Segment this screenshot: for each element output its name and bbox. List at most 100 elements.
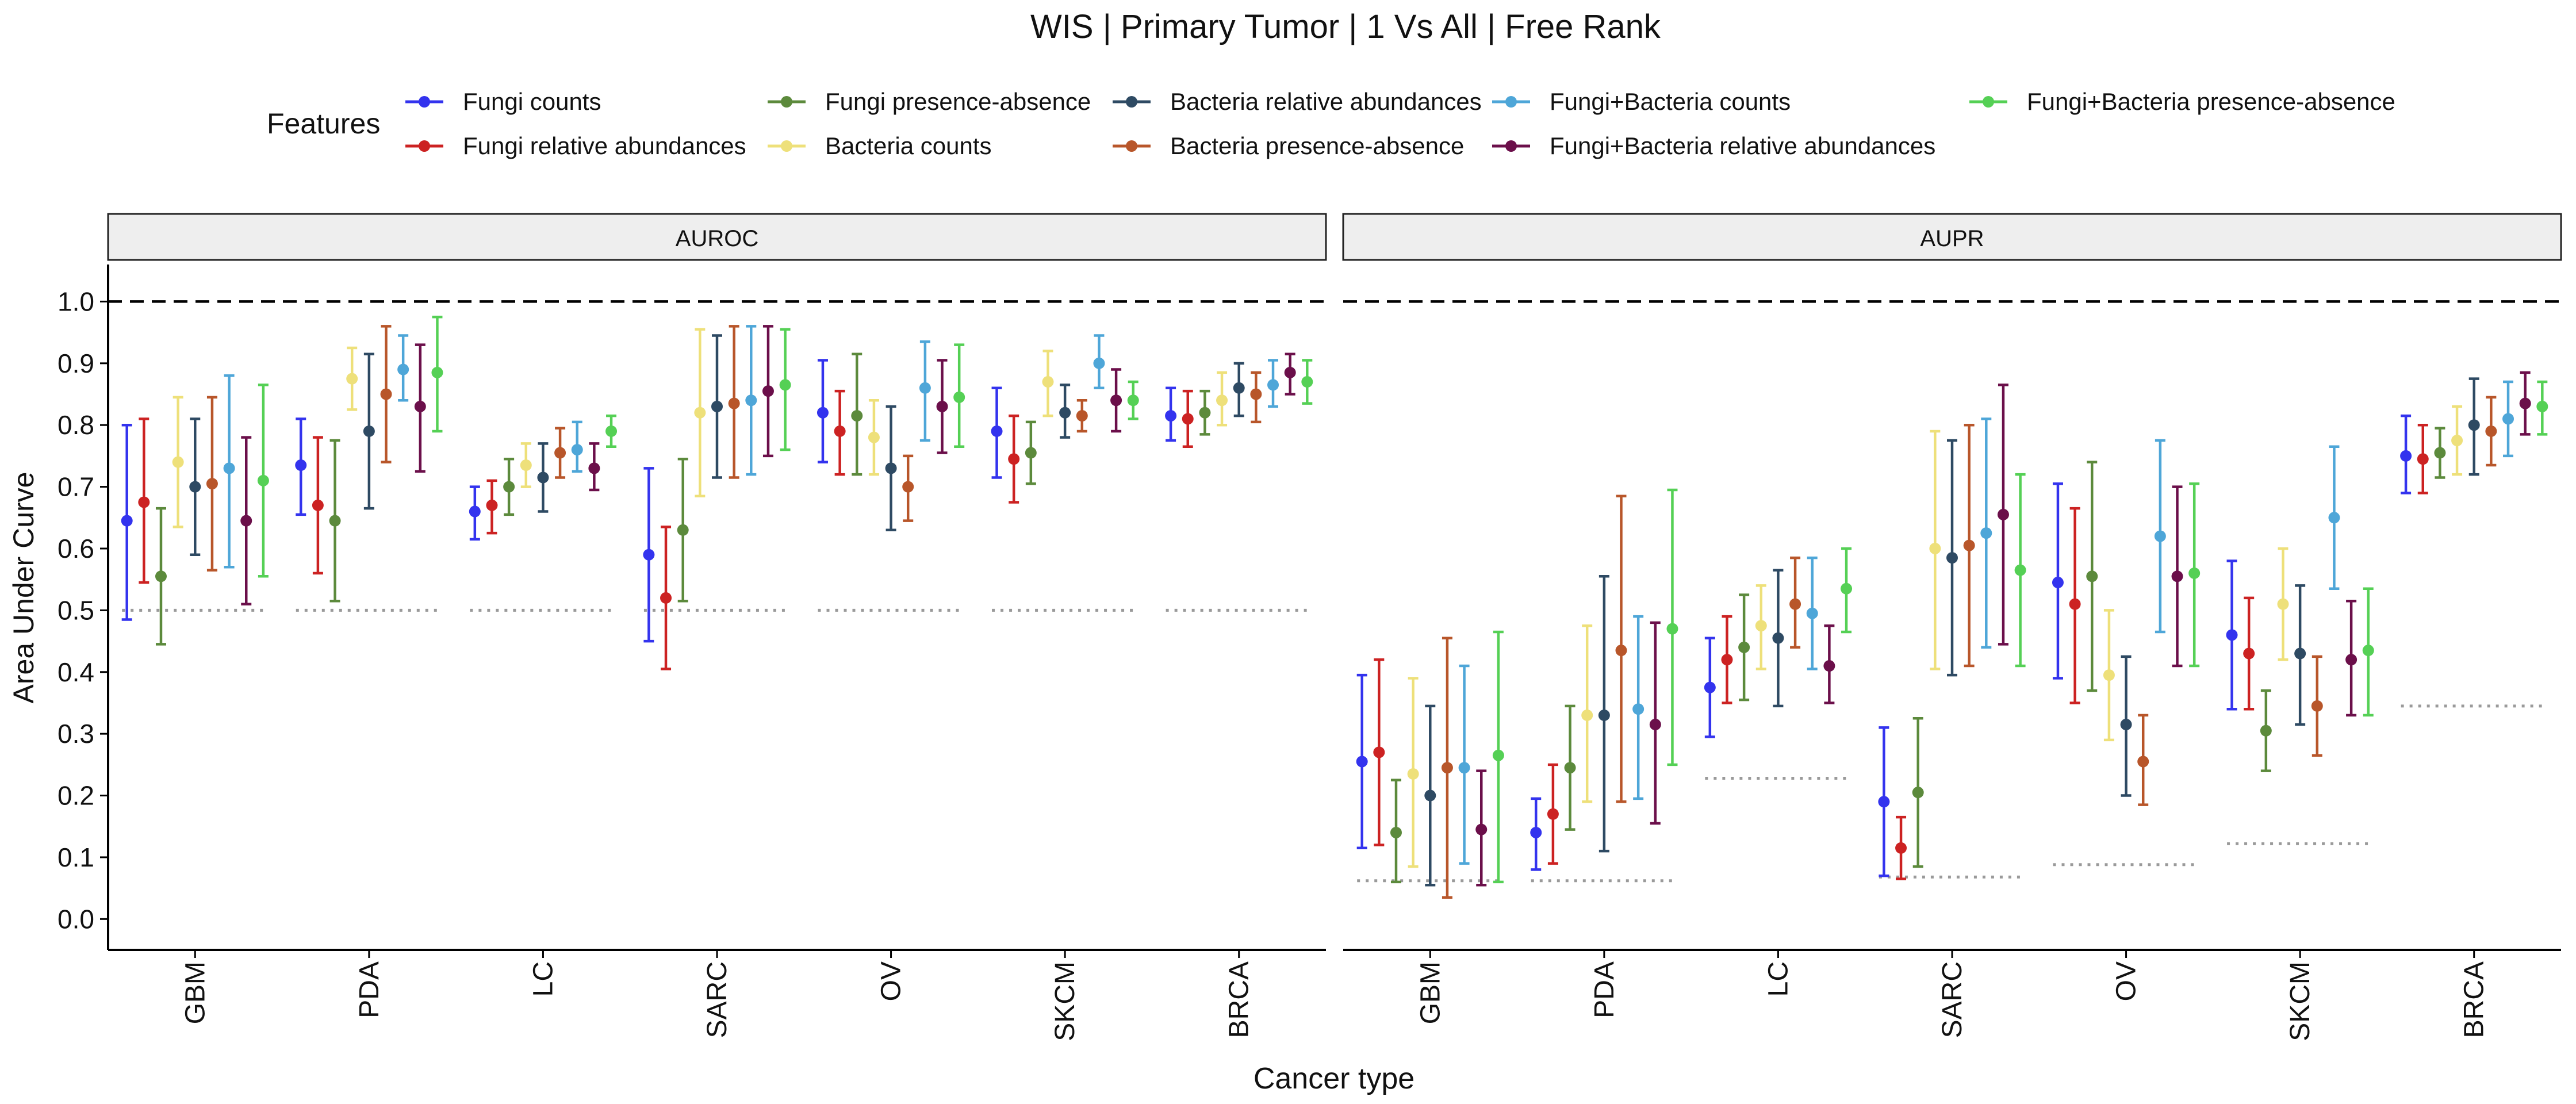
data-point <box>1912 787 1924 799</box>
legend-key-marker <box>1983 96 1994 108</box>
x-tick-label: SKCM <box>1050 961 1080 1041</box>
data-point <box>643 549 655 561</box>
legend-label: Bacteria presence-absence <box>1170 132 1464 159</box>
data-point <box>1165 410 1177 422</box>
x-axis-title: Cancer type <box>1254 1062 1414 1095</box>
y-tick-label: 0.3 <box>57 719 94 749</box>
data-point <box>2120 719 2132 731</box>
panel-strip-label: AUPR <box>1920 226 1984 251</box>
legend-key-marker <box>419 96 430 108</box>
x-tick-label: GBM <box>180 961 210 1024</box>
y-tick-label: 0.9 <box>57 348 94 378</box>
x-tick-label: OV <box>2111 961 2142 1001</box>
data-point <box>189 481 201 493</box>
data-point <box>1301 376 1313 388</box>
data-point <box>520 459 532 471</box>
y-tick-label: 0.4 <box>57 657 94 687</box>
data-point <box>1738 641 1750 653</box>
legend-label: Bacteria counts <box>825 132 992 159</box>
data-point <box>1127 394 1139 407</box>
data-point <box>1721 654 1733 666</box>
legend-title: Features <box>267 108 380 140</box>
data-point <box>1632 703 1644 715</box>
data-point <box>851 410 863 422</box>
data-point <box>868 431 880 443</box>
x-tick-label: SARC <box>702 961 733 1038</box>
y-tick-label: 0.2 <box>57 781 94 811</box>
data-point <box>1059 407 1071 419</box>
legend-key-marker <box>781 96 792 108</box>
data-point <box>295 459 307 471</box>
data-point <box>953 391 965 403</box>
legend-label: Fungi relative abundances <box>463 132 746 159</box>
data-point <box>537 471 549 484</box>
x-tick-label: SARC <box>1937 961 1968 1038</box>
data-point <box>919 382 931 394</box>
data-point <box>2188 567 2201 579</box>
legend-key-marker <box>1505 96 1517 108</box>
y-tick-label: 1.0 <box>57 286 94 316</box>
data-point <box>503 481 515 493</box>
panel-strip-label: AUROC <box>676 226 758 251</box>
data-point <box>1598 709 1610 721</box>
y-axis-title: Area Under Curve <box>7 472 40 704</box>
data-point <box>121 515 133 527</box>
data-point <box>2311 700 2323 712</box>
data-point <box>762 385 774 397</box>
x-tick-label: BRCA <box>1224 961 1255 1038</box>
data-point <box>1110 394 1122 407</box>
data-point <box>2014 564 2026 576</box>
data-point <box>1267 379 1279 391</box>
data-point <box>834 425 846 437</box>
y-tick-label: 0.7 <box>57 472 94 502</box>
panel-strip <box>107 213 1327 261</box>
data-point <box>2226 629 2238 641</box>
data-point <box>1806 607 1818 619</box>
data-point <box>1373 746 1385 758</box>
data-point <box>2103 669 2115 681</box>
data-point <box>138 496 150 508</box>
data-point <box>1581 709 1593 721</box>
data-point <box>1789 598 1801 610</box>
data-point <box>223 462 235 474</box>
data-point <box>1649 719 1661 731</box>
x-tick-label: LC <box>528 961 558 996</box>
data-point <box>1547 808 1559 820</box>
legend-key-marker <box>1126 140 1137 152</box>
data-point <box>1441 762 1453 774</box>
data-point <box>172 456 184 468</box>
data-point <box>2345 654 2358 666</box>
data-point <box>571 444 583 456</box>
y-tick-label: 0.8 <box>57 410 94 440</box>
y-tick-label: 0.0 <box>57 904 94 934</box>
legend-label: Fungi+Bacteria relative abundances <box>1550 132 1935 159</box>
data-point <box>1980 527 1992 539</box>
data-point <box>1666 623 1678 635</box>
data-point <box>431 366 443 378</box>
data-point <box>2485 425 2497 437</box>
data-point <box>2294 647 2306 660</box>
data-point <box>2362 645 2374 657</box>
data-point <box>677 524 689 536</box>
legend-label: Fungi+Bacteria counts <box>1550 88 1791 115</box>
data-point <box>414 400 426 412</box>
data-point <box>2434 447 2446 459</box>
data-point <box>1216 394 1228 407</box>
y-tick-label: 0.1 <box>57 842 94 872</box>
legend-label: Fungi counts <box>463 88 601 115</box>
data-point <box>1997 508 2009 520</box>
data-point <box>1841 582 1853 595</box>
data-point <box>885 462 897 474</box>
data-point <box>2154 530 2166 542</box>
data-point <box>554 447 566 459</box>
legend-key-marker <box>419 140 430 152</box>
data-point <box>745 394 757 407</box>
data-point <box>902 481 914 493</box>
data-point <box>2171 570 2183 582</box>
x-tick-label: LC <box>1763 961 1793 996</box>
data-point <box>1356 756 1368 768</box>
data-point <box>363 425 375 437</box>
data-point <box>1772 632 1784 644</box>
data-point <box>2417 453 2429 465</box>
data-point <box>1946 552 1958 564</box>
